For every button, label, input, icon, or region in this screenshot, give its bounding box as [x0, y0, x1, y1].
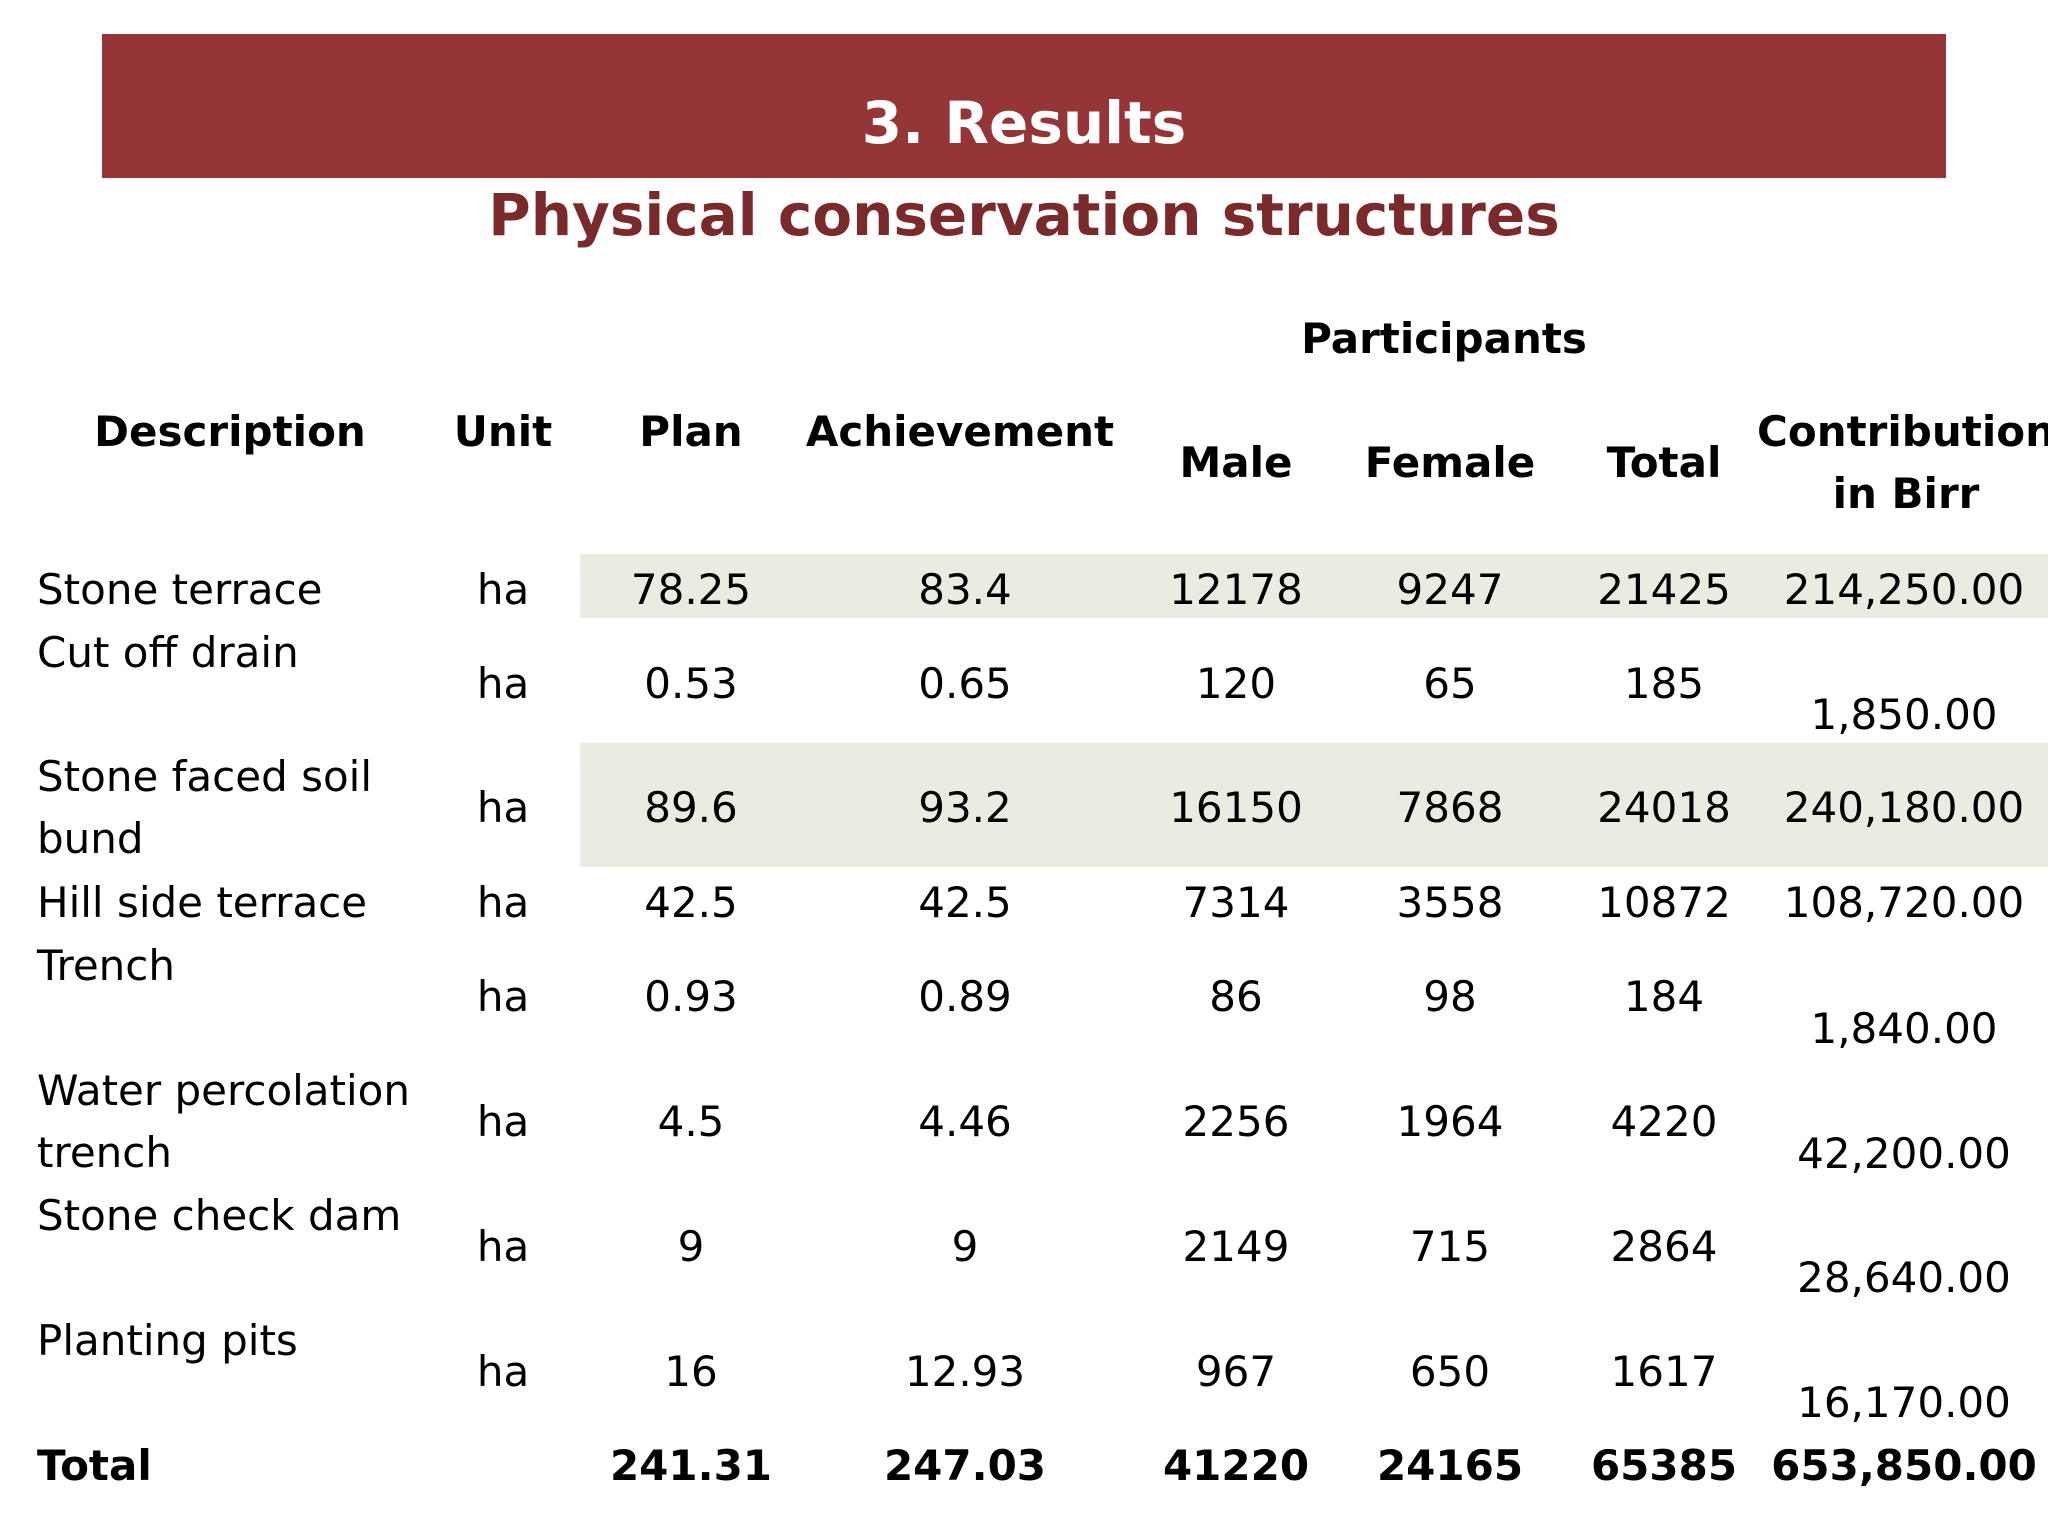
row-description: Hill side terrace	[37, 872, 367, 934]
row-description: Cut off drain	[37, 622, 299, 684]
header-total: Total	[1606, 438, 1722, 487]
header-achievement: Achievement	[805, 407, 1115, 456]
cell-contribution: 16,170.00	[1797, 1378, 2011, 1427]
cell-achievement: 42.5	[918, 878, 1012, 927]
cell-total: 24018	[1597, 783, 1731, 832]
cell-male: 86	[1209, 972, 1263, 1021]
total-contribution: 653,850.00	[1771, 1441, 2037, 1490]
cell-achievement: 0.65	[918, 659, 1012, 708]
total-male: 41220	[1162, 1441, 1310, 1490]
total-plan: 241.31	[609, 1441, 773, 1490]
row-description: Stone check dam	[37, 1185, 401, 1247]
cell-plan: 16	[664, 1347, 718, 1396]
row-description: Trench	[37, 935, 175, 997]
cell-unit: ha	[476, 565, 530, 614]
row-description: Planting pits	[37, 1310, 298, 1372]
cell-achievement: 83.4	[918, 565, 1012, 614]
cell-contribution: 240,180.00	[1783, 783, 2025, 832]
total-female: 24165	[1376, 1441, 1524, 1490]
cell-plan: 78.25	[630, 565, 752, 614]
row-description: Water percolation trench	[37, 1060, 410, 1184]
cell-male: 2256	[1182, 1097, 1290, 1146]
row-description-line: Trench	[37, 941, 175, 990]
row-description-line: Water percolation	[37, 1066, 410, 1115]
cell-female: 3558	[1396, 878, 1504, 927]
cell-achievement: 9	[951, 1222, 979, 1271]
cell-unit: ha	[476, 1097, 530, 1146]
cell-plan: 0.53	[644, 659, 738, 708]
cell-female: 65	[1423, 659, 1477, 708]
cell-female: 650	[1409, 1347, 1491, 1396]
cell-male: 2149	[1182, 1222, 1290, 1271]
total-total: 65385	[1590, 1441, 1738, 1490]
cell-unit: ha	[476, 659, 530, 708]
cell-male: 967	[1195, 1347, 1277, 1396]
cell-female: 98	[1423, 972, 1477, 1021]
cell-plan: 0.93	[644, 972, 738, 1021]
cell-female: 1964	[1396, 1097, 1504, 1146]
cell-male: 120	[1195, 659, 1277, 708]
row-highlight-band	[580, 743, 2048, 867]
header-plan: Plan	[639, 407, 743, 456]
header-contribution: Contribution in Birr	[1757, 401, 2048, 525]
header-contribution-line1: Contribution	[1757, 407, 2048, 456]
cell-achievement: 93.2	[918, 783, 1012, 832]
cell-unit: ha	[476, 878, 530, 927]
cell-total: 2864	[1610, 1222, 1718, 1271]
cell-female: 9247	[1396, 565, 1504, 614]
cell-total: 4220	[1610, 1097, 1718, 1146]
row-description-line: Hill side terrace	[37, 878, 368, 927]
cell-unit: ha	[476, 783, 530, 832]
row-description-line: Stone check dam	[37, 1191, 402, 1240]
row-description-line: Stone terrace	[37, 565, 323, 614]
cell-unit: ha	[476, 1222, 530, 1271]
total-achievement: 247.03	[883, 1441, 1047, 1490]
slide-title: 3. Results	[861, 89, 1187, 157]
row-description-line: trench	[37, 1128, 172, 1177]
cell-contribution: 108,720.00	[1783, 878, 2025, 927]
cell-total: 185	[1623, 659, 1705, 708]
cell-female: 7868	[1396, 783, 1504, 832]
row-highlight-band	[580, 554, 2048, 618]
cell-contribution: 214,250.00	[1783, 565, 2025, 614]
cell-achievement: 4.46	[918, 1097, 1012, 1146]
cell-achievement: 0.89	[918, 972, 1012, 1021]
cell-plan: 89.6	[644, 783, 738, 832]
cell-contribution: 42,200.00	[1797, 1129, 2011, 1178]
row-description-line: Stone faced soil	[37, 752, 373, 801]
cell-plan: 42.5	[644, 878, 738, 927]
cell-unit: ha	[476, 1347, 530, 1396]
row-description-line: bund	[37, 814, 144, 863]
cell-female: 715	[1409, 1222, 1491, 1271]
cell-total: 10872	[1597, 878, 1731, 927]
cell-total: 21425	[1597, 565, 1731, 614]
total-label: Total	[37, 1441, 152, 1490]
row-description-line: Planting pits	[37, 1316, 298, 1365]
row-description-line: Cut off drain	[37, 628, 299, 677]
cell-contribution: 1,840.00	[1810, 1004, 1998, 1053]
row-description: Stone terrace	[37, 559, 322, 621]
header-male: Male	[1179, 438, 1293, 487]
header-unit: Unit	[453, 407, 553, 456]
cell-total: 1617	[1610, 1347, 1718, 1396]
slide-subtitle: Physical conservation structures	[488, 181, 1560, 249]
cell-contribution: 1,850.00	[1810, 690, 1998, 739]
cell-plan: 4.5	[657, 1097, 725, 1146]
cell-total: 184	[1623, 972, 1705, 1021]
title-banner: 3. Results	[102, 34, 1946, 178]
row-description: Stone faced soil bund	[37, 746, 372, 870]
cell-achievement: 12.93	[904, 1347, 1026, 1396]
cell-male: 16150	[1169, 783, 1303, 832]
header-participants: Participants	[1301, 314, 1587, 363]
cell-unit: ha	[476, 972, 530, 1021]
cell-contribution: 28,640.00	[1797, 1253, 2011, 1302]
header-female: Female	[1364, 438, 1536, 487]
cell-male: 7314	[1182, 878, 1290, 927]
header-contribution-line2: in Birr	[1832, 469, 1980, 518]
header-description: Description	[94, 407, 366, 456]
cell-plan: 9	[677, 1222, 705, 1271]
cell-male: 12178	[1169, 565, 1303, 614]
